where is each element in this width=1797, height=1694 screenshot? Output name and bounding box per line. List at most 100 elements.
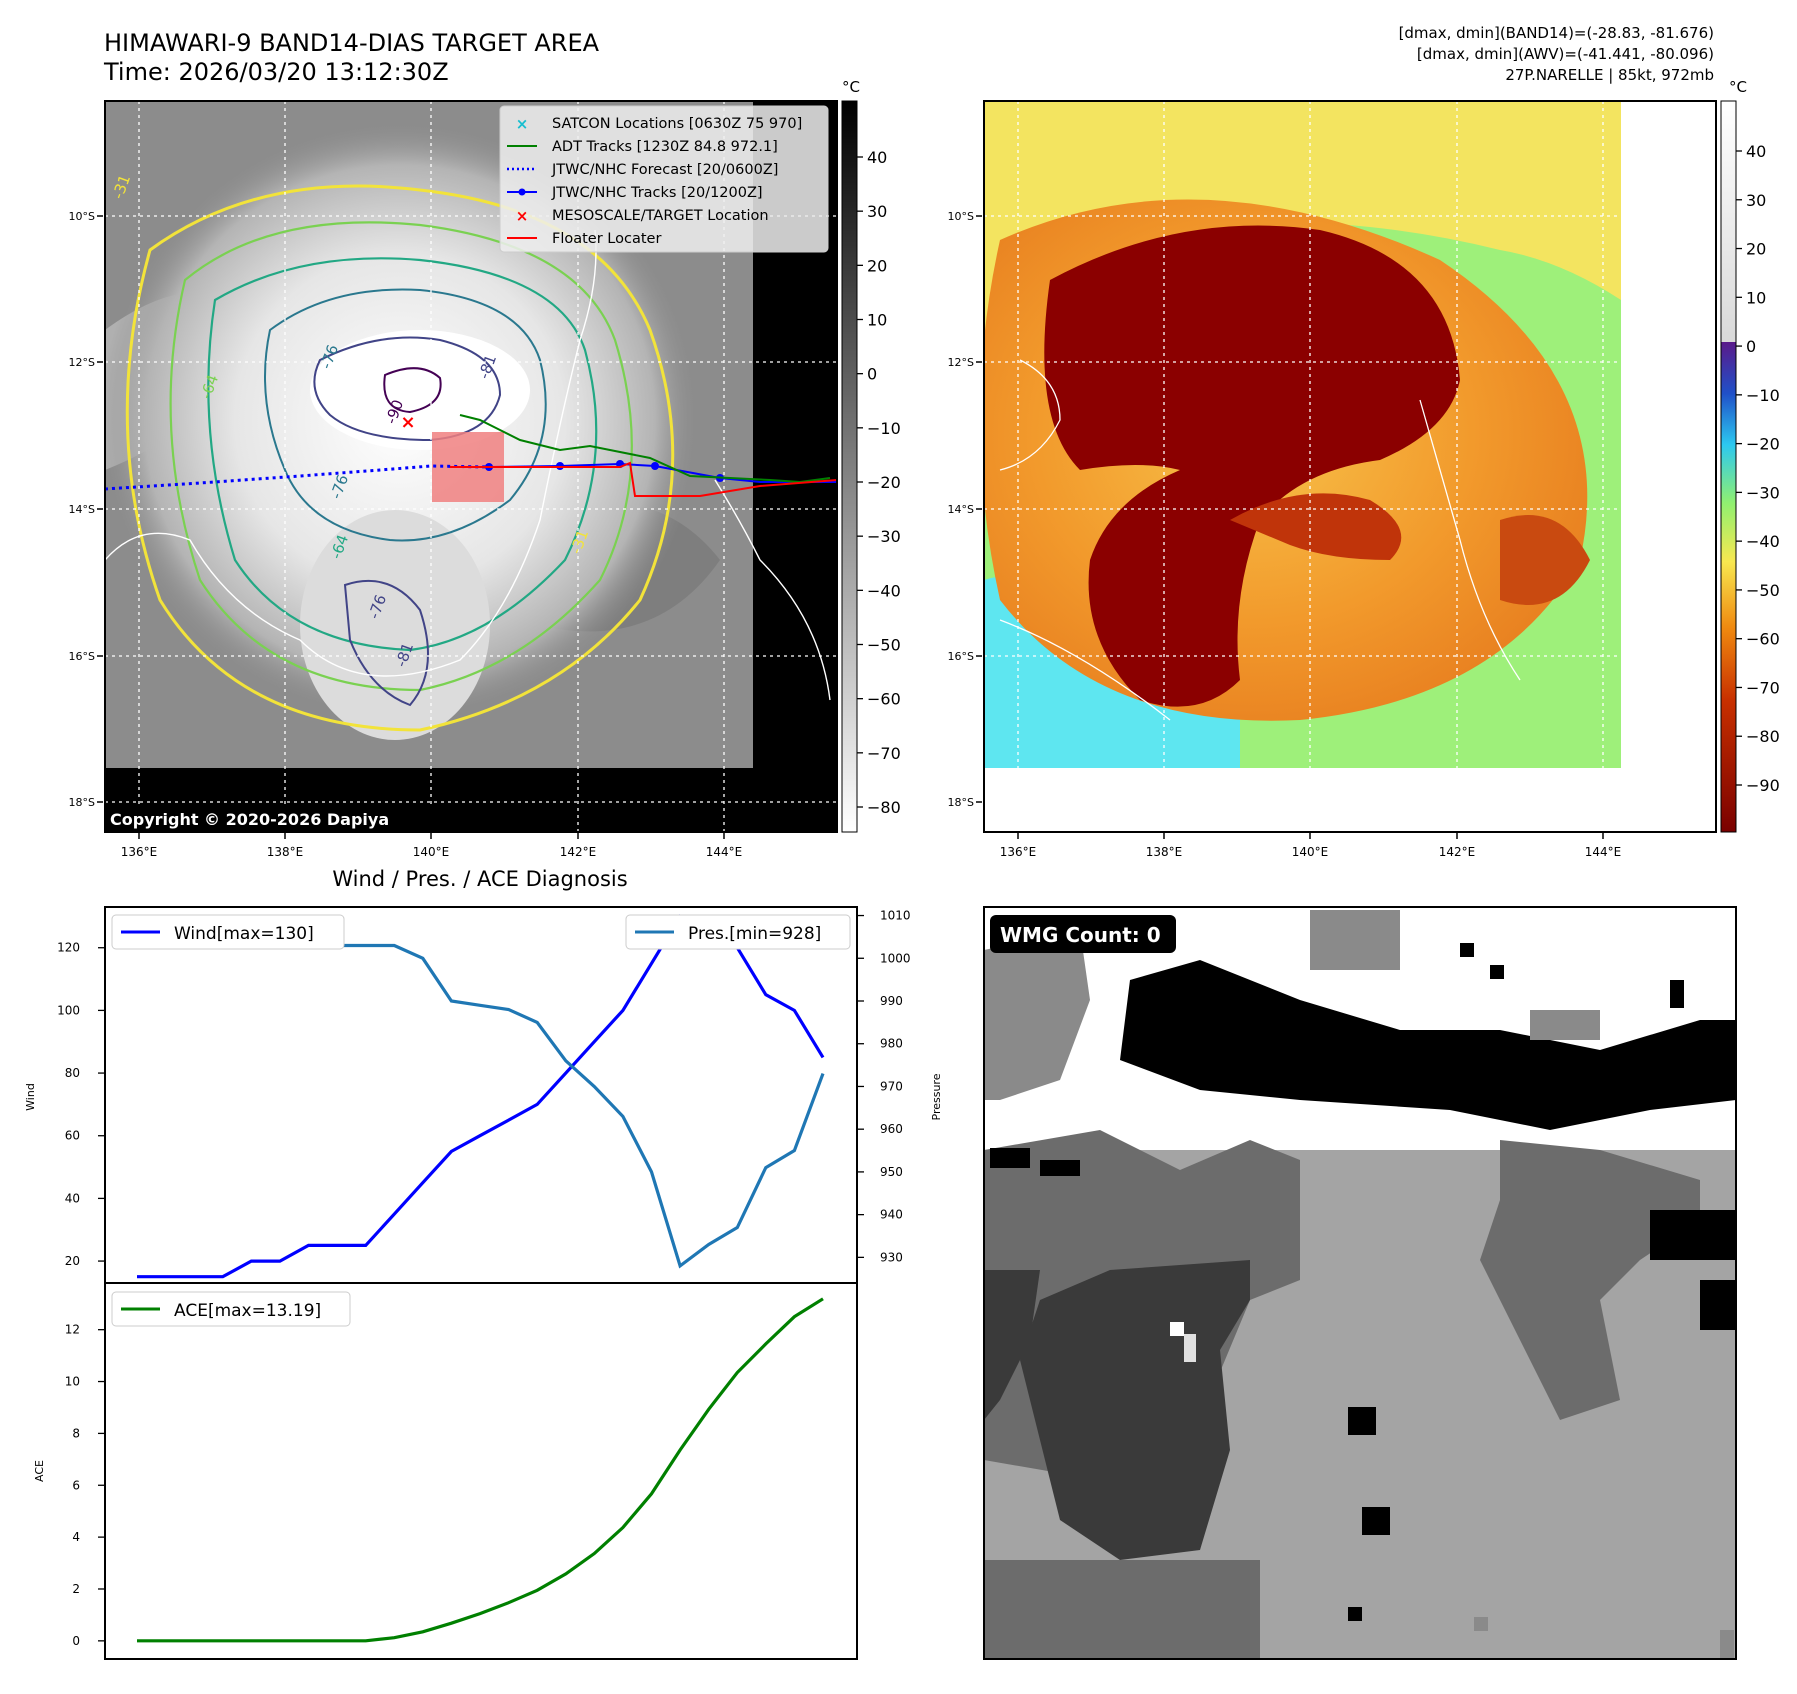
pressure-tick-label: 930 (880, 1250, 903, 1264)
colorbar-tick-label: −60 (867, 690, 901, 709)
wind-legend: Wind[max=130] (111, 914, 345, 950)
map2-lon-label: 136°E (1000, 845, 1037, 859)
colorbar-tick-label: −80 (867, 798, 901, 817)
map2-lat-label: 16°S (948, 650, 974, 663)
colorbar-gray-unit: °C (842, 78, 860, 96)
colorbar-tick-label: −50 (867, 636, 901, 655)
colorbar-tick-label: −70 (867, 744, 901, 763)
colorbar-tick-label: 30 (1746, 191, 1766, 210)
map-color-ir (984, 101, 1716, 832)
wind-tick-label: 80 (65, 1066, 80, 1080)
pressure-tick-label: 1010 (880, 909, 911, 923)
map1-lon-label: 140°E (413, 845, 450, 859)
map-legend: × SATCON Locations [0630Z 75 970] ADT Trac… (499, 105, 829, 253)
pressure-tick-label: 940 (880, 1208, 903, 1222)
ace-tick-label: 6 (72, 1478, 80, 1492)
legend-item-label: MESOSCALE/TARGET Location (552, 208, 769, 224)
colorbar-tick-label: −90 (1746, 776, 1780, 795)
map2-lon-label: 140°E (1292, 845, 1329, 859)
wmg-panel: WMG Count: 0 (984, 907, 1736, 1659)
colorbar-tick-label: −10 (867, 419, 901, 438)
legend-item-label: SATCON Locations [0630Z 75 970] (552, 116, 802, 132)
map1-lat-label: 16°S (69, 650, 95, 663)
legend-item-label: JTWC/NHC Forecast [20/0600Z] (551, 162, 778, 178)
wind-legend-label: Wind[max=130] (174, 924, 314, 944)
map2-lon-label: 144°E (1585, 845, 1622, 859)
colorbar-color-unit: °C (1729, 78, 1747, 96)
map1-lat-label: 10°S (69, 210, 95, 223)
colorbar-tick-label: 10 (1746, 288, 1766, 307)
wind-axis-label: Wind (24, 1083, 37, 1111)
svg-text:×: × (400, 412, 415, 433)
pressure-tick-label: 970 (880, 1079, 903, 1093)
map2-lat-label: 18°S (948, 796, 974, 809)
map1-lat-label: 14°S (69, 503, 95, 516)
colorbar-color: °C 40 30 20 10 0 −10 −20 −30 −40 −50 −60 −70 −80 −90 (1720, 78, 1780, 833)
ace-legend: ACE[max=13.19] (111, 1291, 351, 1327)
pressure-legend: Pres.[min=928] (625, 914, 851, 950)
ace-axis-label: ACE (33, 1460, 46, 1482)
colorbar-tick-label: −70 (1746, 678, 1780, 697)
pressure-legend-label: Pres.[min=928] (688, 924, 821, 944)
info-band14: [dmax, dmin](BAND14)=(-28.83, -81.676) (1399, 24, 1714, 42)
colorbar-tick-label: −50 (1746, 581, 1780, 600)
pressure-tick-label: 950 (880, 1165, 903, 1179)
colorbar-tick-label: 20 (1746, 240, 1766, 259)
pressure-tick-label: 960 (880, 1122, 903, 1136)
map2-lat-label: 12°S (948, 356, 974, 369)
ace-tick-label: 12 (65, 1323, 80, 1337)
ace-tick-label: 8 (72, 1426, 80, 1440)
colorbar-tick-label: −10 (1746, 386, 1780, 405)
wind-tick-label: 40 (65, 1191, 80, 1205)
wind-tick-label: 60 (65, 1129, 80, 1143)
legend-item-label: ADT Tracks [1230Z 84.8 972.1] (552, 139, 778, 155)
colorbar-tick-label: 0 (1746, 337, 1756, 356)
ace-tick-label: 10 (65, 1375, 80, 1389)
map1-lon-label: 136°E (121, 845, 158, 859)
map1-lat-label: 12°S (69, 356, 95, 369)
ace-tick-label: 2 (72, 1582, 80, 1596)
figure-time: Time: 2026/03/20 13:12:30Z (103, 58, 449, 86)
map2-lat-label: 14°S (948, 503, 974, 516)
legend-marker: × (516, 115, 529, 133)
legend-item-label: JTWC/NHC Tracks [20/1200Z] (551, 185, 763, 201)
colorbar-tick-label: −30 (867, 527, 901, 546)
colorbar-tick-label: −40 (867, 581, 901, 600)
colorbar-tick-label: −40 (1746, 532, 1780, 551)
colorbar-tick-label: 40 (1746, 142, 1766, 161)
colorbar-tick-label: 10 (867, 311, 887, 330)
colorbar-tick-label: −30 (1746, 483, 1780, 502)
copyright-label: Copyright © 2020-2026 Dapiya (110, 810, 389, 829)
map2-lon-label: 142°E (1439, 845, 1476, 859)
map2-lat-label: 10°S (948, 210, 974, 223)
wind-tick-label: 120 (57, 941, 80, 955)
map1-lon-label: 144°E (706, 845, 743, 859)
colorbar-grayscale: °C 40 30 20 10 0 −10 −20 −30 −40 −50 −60 −70 −80 (841, 78, 901, 833)
info-storm: 27P.NARELLE | 85kt, 972mb (1505, 66, 1714, 84)
ace-tick-label: 4 (72, 1530, 80, 1544)
colorbar-tick-label: 30 (867, 202, 887, 221)
ace-plot (104, 1282, 858, 1660)
pressure-tick-label: 990 (880, 994, 903, 1008)
wind-tick-label: 20 (65, 1254, 80, 1268)
wmg-count-label: WMG Count: 0 (1000, 923, 1161, 947)
map1-lat-label: 18°S (69, 796, 95, 809)
colorbar-tick-label: 40 (867, 148, 887, 167)
legend-marker: × (516, 207, 529, 225)
map2-lon-label: 138°E (1146, 845, 1183, 859)
diagnosis-title: Wind / Pres. / ACE Diagnosis (332, 867, 627, 891)
map1-lon-label: 138°E (267, 845, 304, 859)
figure-title: HIMAWARI-9 BAND14-DIAS TARGET AREA (104, 29, 600, 57)
ace-legend-label: ACE[max=13.19] (174, 1301, 321, 1321)
colorbar-tick-label: −20 (1746, 435, 1780, 454)
pressure-tick-label: 980 (880, 1037, 903, 1051)
colorbar-tick-label: −60 (1746, 630, 1780, 649)
pressure-tick-label: 1000 (880, 951, 911, 965)
ace-series-line (137, 1297, 824, 1643)
wind-pressure-plot (104, 906, 858, 1284)
colorbar-tick-label: 0 (867, 365, 877, 384)
info-awv: [dmax, dmin](AWV)=(-41.441, -80.096) (1417, 45, 1714, 63)
ace-tick-label: 0 (72, 1634, 80, 1648)
pressure-axis-label: Pressure (930, 1073, 943, 1120)
